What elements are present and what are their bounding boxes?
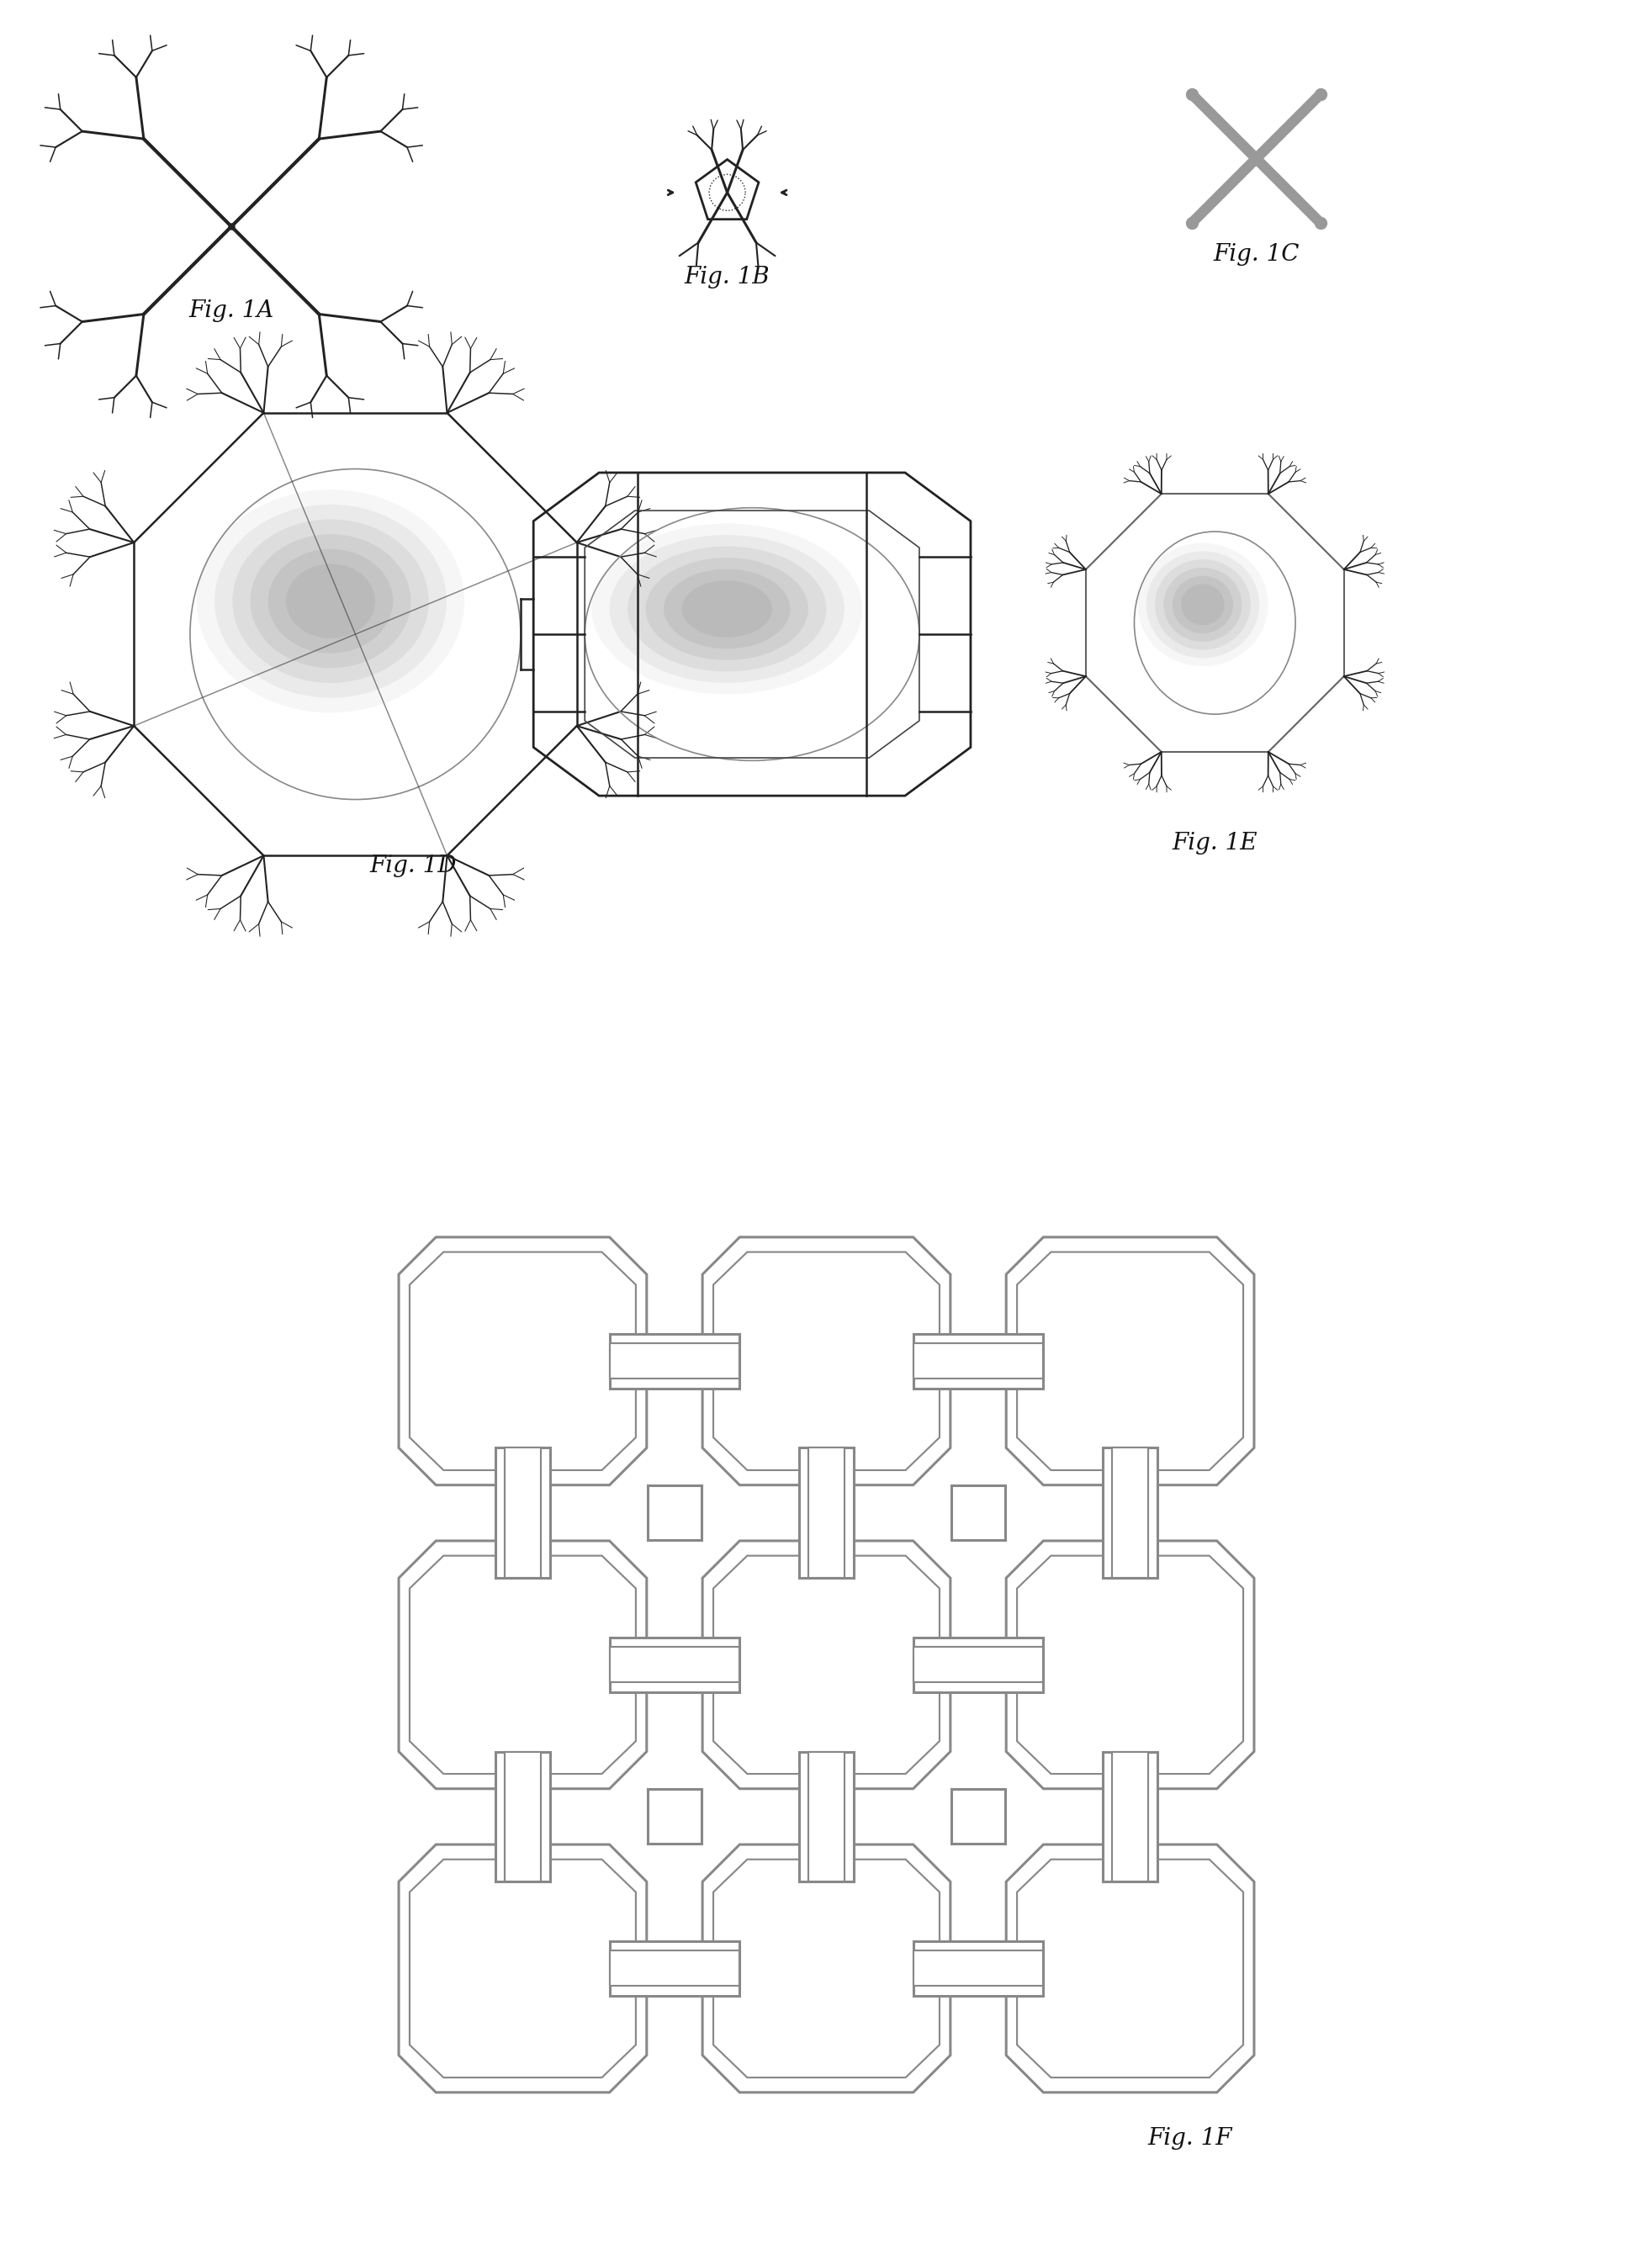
Polygon shape xyxy=(914,1950,1042,1986)
Polygon shape xyxy=(648,1486,702,1540)
Polygon shape xyxy=(714,1860,938,2077)
Polygon shape xyxy=(950,1486,1004,1540)
Polygon shape xyxy=(610,1941,740,1995)
Polygon shape xyxy=(702,1540,950,1789)
Polygon shape xyxy=(610,1950,740,1986)
Polygon shape xyxy=(714,1253,938,1470)
Text: Fig. 1B: Fig. 1B xyxy=(684,265,770,288)
Ellipse shape xyxy=(646,557,808,659)
Polygon shape xyxy=(1102,1447,1156,1579)
Polygon shape xyxy=(1016,1556,1242,1773)
Polygon shape xyxy=(398,1237,646,1486)
Polygon shape xyxy=(950,1789,1004,1844)
Polygon shape xyxy=(808,1751,844,1882)
Text: Fig. 1C: Fig. 1C xyxy=(1213,242,1298,265)
Polygon shape xyxy=(1112,1447,1146,1579)
Polygon shape xyxy=(610,1334,740,1388)
Ellipse shape xyxy=(1155,559,1251,650)
Polygon shape xyxy=(506,1447,540,1579)
Text: Fig. 1E: Fig. 1E xyxy=(1171,831,1257,854)
Polygon shape xyxy=(1006,1844,1254,2093)
Polygon shape xyxy=(800,1751,852,1882)
Ellipse shape xyxy=(628,546,826,670)
Polygon shape xyxy=(702,1237,950,1486)
Polygon shape xyxy=(410,1556,636,1773)
Polygon shape xyxy=(914,1638,1042,1692)
Ellipse shape xyxy=(664,569,790,648)
Polygon shape xyxy=(610,1343,740,1379)
Ellipse shape xyxy=(1137,544,1267,666)
Polygon shape xyxy=(702,1844,950,2093)
Polygon shape xyxy=(1006,1237,1254,1486)
Polygon shape xyxy=(1112,1751,1146,1882)
Polygon shape xyxy=(398,1540,646,1789)
Ellipse shape xyxy=(268,548,393,652)
Polygon shape xyxy=(410,1253,636,1470)
Ellipse shape xyxy=(1171,575,1232,634)
Text: Fig. 1D: Fig. 1D xyxy=(370,854,456,877)
Ellipse shape xyxy=(1145,550,1259,659)
Polygon shape xyxy=(410,1860,636,2077)
Polygon shape xyxy=(914,1941,1042,1995)
Polygon shape xyxy=(1102,1751,1156,1882)
Ellipse shape xyxy=(190,469,520,800)
Ellipse shape xyxy=(249,535,411,668)
Polygon shape xyxy=(1016,1253,1242,1470)
Ellipse shape xyxy=(681,580,771,636)
Polygon shape xyxy=(610,1647,740,1683)
Polygon shape xyxy=(1006,1540,1254,1789)
Text: Fig. 1A: Fig. 1A xyxy=(188,299,274,322)
Polygon shape xyxy=(914,1343,1042,1379)
Polygon shape xyxy=(398,1844,646,2093)
Ellipse shape xyxy=(1181,584,1224,625)
Polygon shape xyxy=(496,1447,550,1579)
Polygon shape xyxy=(648,1789,702,1844)
Ellipse shape xyxy=(585,507,919,761)
Polygon shape xyxy=(496,1751,550,1882)
Ellipse shape xyxy=(233,519,428,684)
Text: Fig. 1F: Fig. 1F xyxy=(1146,2127,1232,2149)
Polygon shape xyxy=(914,1647,1042,1683)
Ellipse shape xyxy=(197,489,464,713)
Polygon shape xyxy=(610,1638,740,1692)
Polygon shape xyxy=(800,1447,852,1579)
Ellipse shape xyxy=(286,564,375,639)
Ellipse shape xyxy=(610,535,844,682)
Ellipse shape xyxy=(215,505,446,698)
Ellipse shape xyxy=(591,523,862,695)
Polygon shape xyxy=(1016,1860,1242,2077)
Polygon shape xyxy=(914,1334,1042,1388)
Polygon shape xyxy=(808,1447,844,1579)
Polygon shape xyxy=(714,1556,938,1773)
Ellipse shape xyxy=(1163,569,1241,641)
Polygon shape xyxy=(506,1751,540,1882)
Ellipse shape xyxy=(1133,532,1295,713)
